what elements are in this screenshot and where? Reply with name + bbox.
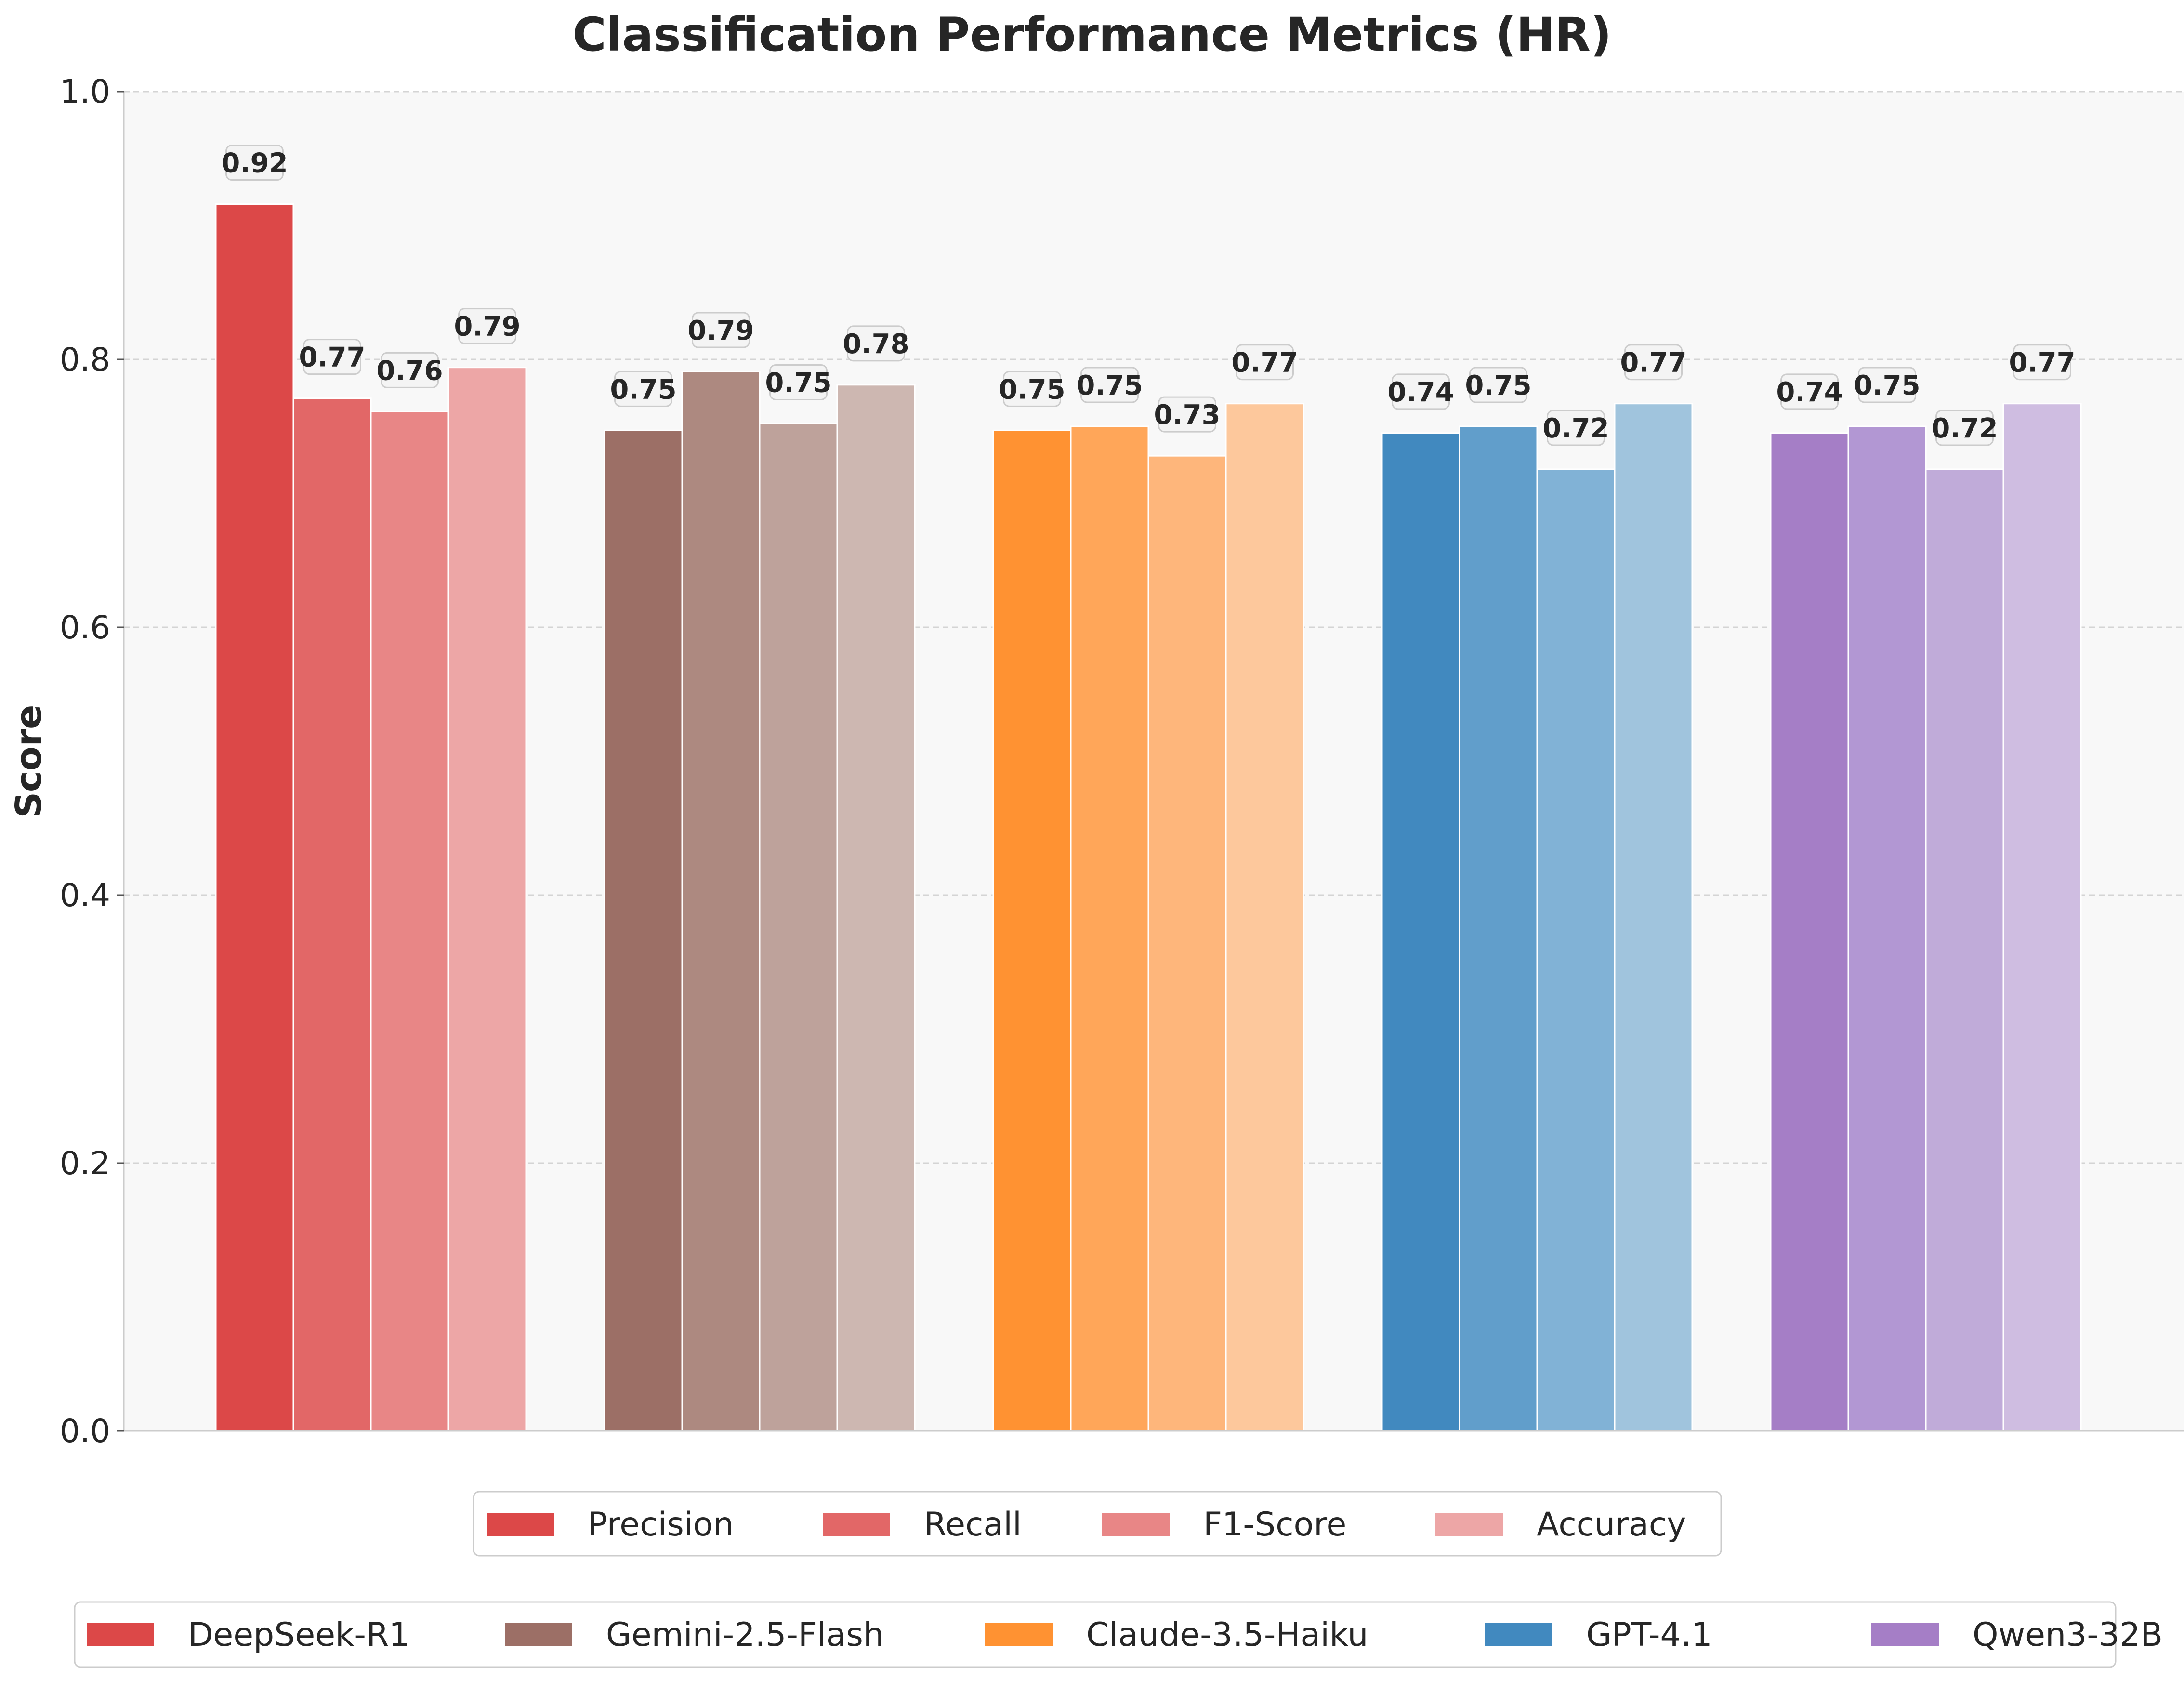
value-label: 0.75	[1465, 370, 1531, 401]
bar	[292, 397, 372, 1432]
y-tick-label: 0.8	[60, 341, 110, 378]
y-tick-label: 0.6	[60, 609, 110, 646]
legend-swatch	[985, 1623, 1053, 1646]
bar	[1770, 432, 1849, 1432]
legend-label: GPT-4.1	[1586, 1616, 1712, 1654]
legend-models: DeepSeek-R1 Gemini-2.5-Flash Claude-3.5-Ha…	[74, 1601, 2163, 1668]
value-label-box	[1858, 367, 1916, 403]
legend-label: Recall	[924, 1506, 1022, 1544]
bar	[759, 423, 838, 1432]
legend-swatch	[1435, 1513, 1503, 1536]
y-axis-label: Score	[8, 705, 50, 818]
value-label: 0.92	[221, 148, 288, 179]
value-label: 0.74	[1387, 377, 1454, 408]
value-label-box	[692, 312, 750, 348]
legend-frame	[74, 1601, 2117, 1668]
bar	[2002, 403, 2082, 1432]
bar	[1925, 468, 2004, 1432]
bar	[1147, 455, 1227, 1432]
value-label: 0.75	[610, 374, 676, 405]
value-label: 0.72	[1931, 413, 1998, 444]
legend-label: Precision	[588, 1506, 734, 1544]
value-label-box	[769, 364, 828, 400]
value-label-box	[1003, 371, 1061, 407]
value-label-box	[1080, 367, 1139, 403]
bar	[370, 410, 449, 1432]
value-label: 0.78	[842, 329, 909, 360]
legend-label: DeepSeek-R1	[188, 1616, 409, 1654]
legend-label: F1-Score	[1203, 1506, 1346, 1544]
value-label-box	[1392, 373, 1450, 410]
bar	[447, 367, 527, 1432]
bar	[215, 203, 294, 1432]
legend-swatch	[1485, 1623, 1552, 1646]
legend-label: Claude-3.5-Haiku	[1086, 1616, 1368, 1654]
bar	[1536, 468, 1616, 1432]
bar	[1614, 403, 1693, 1432]
y-ticks: 0.0 0.2 0.4 0.6 0.8 1.0	[60, 73, 124, 1450]
bar	[1381, 432, 1460, 1432]
bar	[604, 429, 683, 1432]
value-label: 0.72	[1542, 413, 1609, 444]
value-label-box	[1158, 396, 1216, 433]
value-label: 0.79	[454, 311, 520, 343]
value-label-box	[303, 339, 361, 375]
y-tick-label: 0.2	[60, 1145, 110, 1182]
bar	[1459, 425, 1538, 1432]
legend-swatch	[505, 1623, 572, 1646]
value-label-box	[1935, 410, 1994, 446]
value-label-box	[614, 371, 672, 407]
value-label: 0.77	[1231, 347, 1298, 379]
bar	[1225, 403, 1304, 1432]
legend-swatch	[87, 1623, 154, 1646]
value-label-box	[1780, 373, 1839, 410]
y-tick-label: 0.0	[60, 1413, 110, 1450]
bar	[836, 384, 916, 1432]
value-label: 0.77	[1620, 347, 1686, 379]
legend-metrics: Precision Recall F1-Score Accuracy	[473, 1491, 1722, 1557]
bar	[992, 429, 1072, 1432]
value-label-box	[381, 352, 439, 388]
bars	[215, 203, 2082, 1432]
value-label-box	[847, 325, 905, 362]
value-label-box	[225, 145, 284, 181]
value-label-box	[1469, 367, 1527, 403]
legend-label: Accuracy	[1537, 1506, 1686, 1544]
value-label: 0.73	[1154, 399, 1220, 431]
value-label: 0.74	[1776, 377, 1842, 408]
value-label-box	[2013, 344, 2071, 381]
legend-swatch	[487, 1513, 554, 1536]
value-label-box	[1624, 344, 1683, 381]
bar	[1847, 425, 1927, 1432]
chart-title: Classification Performance Metrics (HR)	[572, 8, 1611, 62]
value-label-box	[458, 308, 516, 344]
legend-label: Qwen3-32B	[1973, 1616, 2163, 1654]
value-label-box	[1547, 410, 1605, 446]
value-label: 0.77	[2009, 347, 2075, 379]
value-label: 0.75	[999, 374, 1065, 405]
legend-swatch	[823, 1513, 890, 1536]
legend-swatch	[1102, 1513, 1170, 1536]
legend-swatch	[1871, 1623, 1939, 1646]
value-labels: 0.92 0.77 0.76 0.79 0.75 0.79 0.75 0.78 0.75 0.75…	[221, 145, 2076, 446]
value-label: 0.75	[1854, 370, 1920, 401]
value-label: 0.75	[765, 367, 831, 398]
bar	[1070, 425, 1149, 1432]
value-label: 0.77	[299, 342, 365, 373]
value-label: 0.79	[687, 315, 754, 346]
y-tick-label: 1.0	[60, 73, 110, 110]
legend-frame	[473, 1491, 1722, 1557]
y-tick-label: 0.4	[60, 877, 110, 914]
value-label-box	[1236, 344, 1294, 381]
bar	[681, 371, 761, 1432]
value-label: 0.76	[376, 355, 443, 386]
value-label: 0.75	[1076, 370, 1143, 401]
legend-label: Gemini-2.5-Flash	[606, 1616, 884, 1654]
